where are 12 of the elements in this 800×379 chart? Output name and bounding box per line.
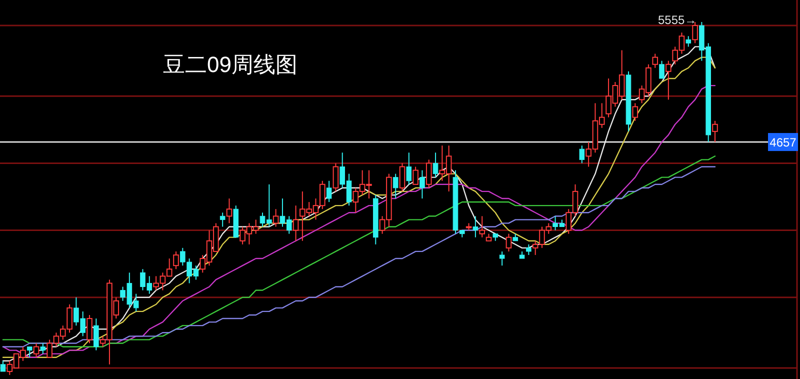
candlestick <box>220 212 226 228</box>
text: 4657 <box>770 136 797 150</box>
candlestick <box>432 152 438 178</box>
candlestick <box>472 216 478 238</box>
candlestick <box>292 205 299 242</box>
text: 豆二09周线图 <box>163 52 298 77</box>
candlestick <box>94 318 99 351</box>
candlestick <box>420 170 425 199</box>
candlestick <box>406 152 412 185</box>
annotation: 5555→ <box>658 13 697 27</box>
candlestick <box>226 198 232 224</box>
candlestick <box>40 342 46 354</box>
